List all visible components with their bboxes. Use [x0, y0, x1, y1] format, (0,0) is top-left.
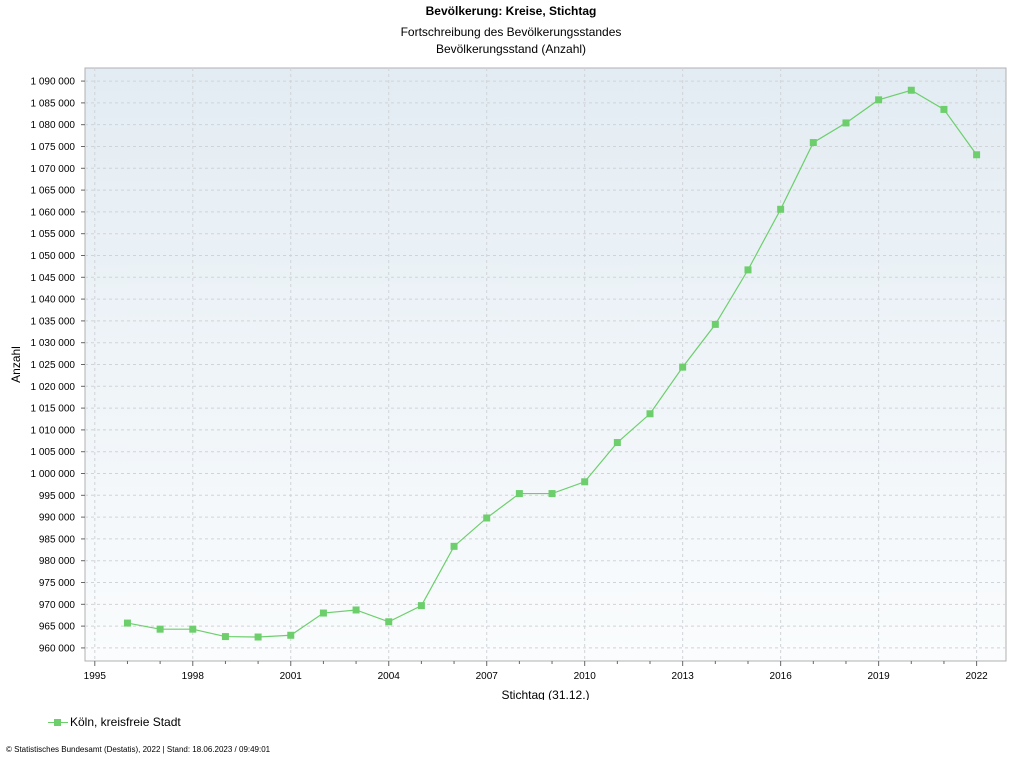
y-tick-label: 960 000: [39, 643, 76, 654]
data-point[interactable]: [221, 633, 229, 641]
y-tick-label: 1 010 000: [31, 425, 76, 436]
data-series: [123, 86, 981, 641]
data-point[interactable]: [744, 266, 752, 274]
data-point[interactable]: [940, 105, 948, 113]
data-point[interactable]: [189, 625, 197, 633]
line-chart: 960 000 965 000 970 000 975 000 980 000 985 0…: [9, 67, 1007, 700]
y-tick-label: 970 000: [39, 600, 76, 611]
data-point[interactable]: [385, 618, 393, 626]
y-tick-label: 1 085 000: [31, 98, 76, 109]
x-axis-title: Stichtag (31.12.): [501, 688, 589, 700]
y-tick-label: 1 005 000: [31, 447, 76, 458]
chart-title: Bevölkerung: Kreise, Stichtag: [425, 4, 597, 18]
y-tick-label: 1 000 000: [31, 469, 76, 480]
x-tick-label: 2010: [574, 671, 597, 682]
source-footer: © Statistisches Bundesamt (Destatis), 20…: [6, 745, 271, 754]
chart-subtitle-unit: Bevölkerungsstand (Anzahl): [435, 42, 587, 56]
y-tick-label: 1 025 000: [31, 360, 76, 371]
data-point[interactable]: [254, 633, 262, 641]
y-tick-label: 1 030 000: [31, 338, 76, 349]
y-tick-label: 1 050 000: [31, 251, 76, 262]
data-point[interactable]: [777, 205, 785, 213]
axes: 960 000 965 000 970 000 975 000 980 000 985 0…: [31, 77, 989, 682]
y-tick-label: 1 080 000: [31, 120, 76, 131]
data-point[interactable]: [123, 619, 131, 627]
y-tick-label: 1 045 000: [31, 273, 76, 284]
x-tick-label: 2004: [378, 671, 401, 682]
x-tick-label: 2007: [476, 671, 499, 682]
grid-lines: [85, 68, 1006, 661]
chart-subtitle: Fortschreibung des Bevölkerungsstandes: [400, 25, 622, 39]
y-tick-label: 965 000: [39, 622, 76, 633]
y-tick-label: 980 000: [39, 556, 76, 567]
x-tick-label: 2019: [868, 671, 891, 682]
y-tick-label: 1 075 000: [31, 142, 76, 153]
data-point[interactable]: [450, 542, 458, 550]
data-point[interactable]: [973, 151, 981, 159]
y-tick-label: 1 090 000: [31, 77, 76, 88]
y-tick-label: 1 040 000: [31, 295, 76, 306]
x-tick-label: 2001: [280, 671, 303, 682]
y-tick-label: 1 015 000: [31, 404, 76, 415]
legend-swatch-icon: [48, 717, 68, 727]
data-point[interactable]: [907, 86, 915, 94]
x-tick-label: 2022: [965, 671, 988, 682]
y-tick-label: 995 000: [39, 491, 76, 502]
y-axis-title: Anzahl: [9, 346, 23, 383]
data-point[interactable]: [711, 320, 719, 328]
legend-label: Köln, kreisfreie Stadt: [70, 715, 181, 729]
y-tick-label: 1 035 000: [31, 316, 76, 327]
legend: Köln, kreisfreie Stadt: [48, 715, 181, 729]
y-tick-label: 985 000: [39, 534, 76, 545]
x-tick-label: 1998: [182, 671, 205, 682]
data-point[interactable]: [875, 96, 883, 104]
x-tick-label: 2016: [770, 671, 793, 682]
y-tick-label: 1 055 000: [31, 229, 76, 240]
plot-area: [84, 67, 1007, 662]
data-point[interactable]: [679, 363, 687, 371]
data-point[interactable]: [417, 602, 425, 610]
data-point[interactable]: [613, 439, 621, 447]
data-point[interactable]: [581, 478, 589, 486]
data-point[interactable]: [548, 490, 556, 498]
data-point[interactable]: [156, 625, 164, 633]
y-tick-label: 990 000: [39, 513, 76, 524]
data-point[interactable]: [483, 514, 491, 522]
data-point[interactable]: [515, 490, 523, 498]
y-tick-label: 1 065 000: [31, 186, 76, 197]
y-tick-label: 1 060 000: [31, 207, 76, 218]
data-point[interactable]: [842, 119, 850, 127]
x-tick-label: 1995: [84, 671, 107, 682]
data-point[interactable]: [646, 410, 654, 418]
y-tick-label: 975 000: [39, 578, 76, 589]
y-tick-label: 1 070 000: [31, 164, 76, 175]
data-point[interactable]: [287, 631, 295, 639]
y-tick-label: 1 020 000: [31, 382, 76, 393]
data-point[interactable]: [809, 139, 817, 147]
data-point[interactable]: [352, 606, 360, 614]
data-point[interactable]: [319, 609, 327, 617]
x-tick-label: 2013: [672, 671, 695, 682]
